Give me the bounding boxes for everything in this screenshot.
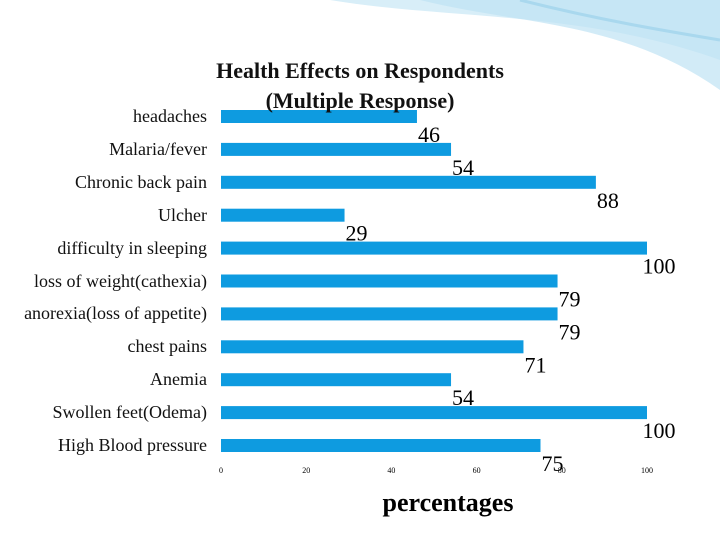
- bar: [221, 175, 596, 189]
- bar: [221, 373, 452, 387]
- bar: [221, 439, 541, 452]
- data-label: 54: [452, 155, 474, 180]
- x-tick-label: 100: [641, 466, 653, 475]
- data-label: 100: [643, 254, 676, 279]
- x-tick-label: 40: [387, 466, 395, 475]
- bar: [221, 142, 452, 156]
- data-label: 75: [542, 451, 564, 476]
- data-label: 54: [452, 385, 474, 410]
- bar: [221, 110, 417, 123]
- x-tick-label: 60: [473, 466, 481, 475]
- y-tick-label: Ulcher: [158, 204, 207, 225]
- x-tick-label: 80: [558, 466, 566, 475]
- y-tick-label: Malaria/fever: [109, 138, 207, 159]
- y-tick-label: loss of weight(cathexia): [34, 270, 207, 291]
- bar: [221, 274, 558, 288]
- bar: [221, 307, 558, 321]
- y-tick-label: difficulty in sleeping: [57, 237, 207, 258]
- data-label: 46: [418, 122, 440, 147]
- bar: [221, 208, 345, 222]
- data-label: 79: [559, 319, 581, 344]
- data-label: 29: [346, 221, 368, 246]
- data-label: 71: [524, 352, 546, 377]
- bar: [221, 406, 647, 420]
- bar: [221, 340, 524, 354]
- y-tick-label: Chronic back pain: [75, 171, 207, 192]
- data-label: 100: [643, 418, 676, 443]
- x-tick-label: 0: [219, 466, 223, 475]
- y-tick-label: anorexia(loss of appetite): [24, 303, 207, 324]
- background-decoration: [330, 0, 720, 90]
- x-tick-label: 20: [302, 466, 310, 475]
- y-tick-label: Swollen feet(Odema): [52, 402, 207, 423]
- bar: [221, 241, 647, 255]
- y-tick-label: High Blood pressure: [58, 435, 207, 455]
- y-tick-label: chest pains: [127, 336, 207, 357]
- x-axis-label: percentages: [383, 488, 514, 517]
- y-tick-label: headaches: [133, 106, 207, 126]
- data-label: 79: [559, 287, 581, 312]
- chart-title: Health Effects on Respondents (Multiple …: [216, 58, 504, 113]
- y-tick-label: Anemia: [150, 369, 207, 390]
- data-label: 88: [597, 188, 619, 213]
